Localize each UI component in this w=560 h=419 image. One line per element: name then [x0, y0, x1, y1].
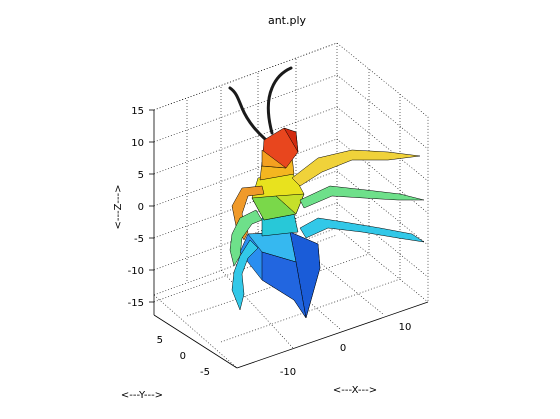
- chart-title: ant.ply: [268, 14, 307, 27]
- z-tick-label: 5: [138, 170, 144, 181]
- z-tick-label: -10: [128, 266, 144, 277]
- y-ticks: 5 0 -5: [157, 335, 210, 378]
- leg-right-back: [299, 217, 425, 243]
- y-tick-label: 5: [157, 335, 163, 346]
- leg-left-middle: [229, 209, 263, 267]
- grid-lines: [153, 42, 429, 369]
- z-tick-label: -5: [134, 234, 144, 245]
- z-ticks: 15 10 5 0 -5 -10 -15: [128, 106, 154, 309]
- x-ticks: -10 0 10: [280, 322, 412, 378]
- leg-left-back: [231, 239, 259, 311]
- ant-mesh: [228, 66, 425, 319]
- y-tick-label: -5: [200, 367, 210, 378]
- x-axis-label: <---X--->: [333, 385, 377, 396]
- y-tick-label: 0: [180, 351, 186, 362]
- x-tick-label: -10: [280, 367, 296, 378]
- thorax-facet: [275, 193, 305, 215]
- x-tick-label: 10: [399, 322, 412, 333]
- antenna-left: [228, 86, 267, 141]
- head-facet: [261, 149, 287, 169]
- z-tick-label: -15: [128, 298, 144, 309]
- leg-right-front: [291, 149, 421, 187]
- y-axis-label: <---Y--->: [121, 390, 163, 401]
- z-tick-label: 10: [131, 138, 144, 149]
- leg-right-middle: [299, 185, 425, 209]
- z-axis-label: <---Z--->: [113, 184, 124, 229]
- z-tick-label: 0: [138, 202, 144, 213]
- z-tick-label: 15: [131, 106, 144, 117]
- abdomen-facet: [261, 251, 307, 319]
- antenna-right: [266, 66, 293, 135]
- x-tick-label: 0: [340, 343, 346, 354]
- head-facet: [283, 127, 299, 153]
- axes: [153, 110, 429, 369]
